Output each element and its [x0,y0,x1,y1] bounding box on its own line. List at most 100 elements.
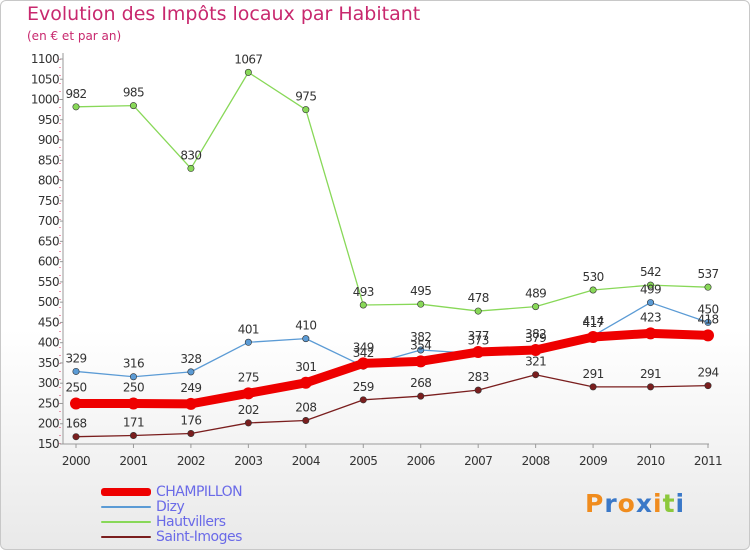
series-saint-imoges-data-label: 283 [468,370,489,384]
series-hautvillers-data-label: 1067 [234,52,262,66]
series-champillon-point [414,355,427,368]
series-saint-imoges-data-label: 176 [180,413,201,427]
series-dizy-point [187,368,195,376]
logo-letter: P [585,489,605,518]
x-tick-label: 2011 [694,454,722,468]
series-saint-imoges-point [187,429,195,437]
y-tick-label: 1100 [31,52,59,66]
series-champillon-point [184,397,197,410]
series-dizy-point [244,338,252,346]
series-champillon-data-label: 377 [468,329,489,343]
series-saint-imoges-data-label: 294 [697,366,718,380]
series-champillon-point [587,331,600,344]
series-saint-imoges-data-label: 208 [295,400,316,414]
y-tick-label: 700 [38,214,59,228]
chart-title: Evolution des Impôts locaux par Habitant [27,3,421,25]
legend-label: Hautvillers [156,514,226,530]
series-dizy-point [129,373,137,381]
x-tick-label: 2001 [119,454,147,468]
series-saint-imoges-point [129,431,137,439]
chart-subtitle: (en € et par an) [27,29,122,43]
series-dizy-data-label: 410 [295,319,316,333]
series-dizy-point [72,367,80,375]
series-hautvillers-line [75,71,709,312]
series-champillon-data-label: 249 [180,381,201,395]
y-tick-label: 500 [38,295,59,309]
legend-label: CHAMPILLON [156,484,243,500]
legend-swatch [101,488,151,496]
series-hautvillers-data-label: 982 [65,87,86,101]
axes: 150 200 250 300 350 400 450 500 550 600 650 700 750 8… [31,52,723,468]
series-saint-imoges-point [647,383,655,391]
series-champillon-data-label: 349 [353,340,374,354]
y-tick-label: 450 [38,315,59,329]
logo-letter: r [604,489,618,518]
y-tick-label: 300 [38,376,59,390]
series-dizy-point [417,346,425,354]
series-champillon-data-label: 423 [640,310,661,324]
x-tick-label: 2003 [234,454,262,468]
series-dizy-data-label: 401 [238,322,259,336]
series-dizy-data-label: 329 [65,351,86,365]
y-tick-label: 350 [38,356,59,370]
logo-letter: i [653,489,663,518]
series-dizy-data-label: 379 [525,331,546,345]
series-saint-imoges-point [244,419,252,427]
proxiti-logo: Proxiti [585,489,685,518]
x-tick-label: 2010 [636,454,664,468]
series-hautvillers-data-label: 495 [410,284,431,298]
series-saint-imoges-point [417,392,425,400]
series-saint-imoges-point [359,396,367,404]
series-hautvillers-data-label: 537 [697,267,718,281]
series-hautvillers-data-label: 975 [295,90,316,104]
series-saint-imoges-point [589,383,597,391]
series-hautvillers-point [647,281,655,289]
series-hautvillers-data-label: 489 [525,287,546,301]
series-saint-imoges-data-label: 259 [353,380,374,394]
series-saint-imoges-data-label: 171 [123,415,144,429]
series-labels: 982 985 830 1067 975 493 495 478 489 530 542 537 329… [65,52,719,430]
series-champillon-data-label: 354 [410,338,431,352]
series-champillon-data-label: 382 [525,327,546,341]
series-dizy-data-label: 342 [353,346,374,360]
series-dizy-point [647,299,655,307]
y-tick-label: 900 [38,133,59,147]
legend-swatch [101,506,151,508]
series-hautvillers-data-label: 493 [353,285,374,299]
series-champillon-point [242,387,255,400]
series-dizy-data-label: 373 [468,334,489,348]
x-tick-label: 2009 [579,454,607,468]
series-dizy-point [302,335,310,343]
y-tick-label: 550 [38,275,59,289]
logo-letter: o [617,489,636,518]
series-hautvillers-point [359,301,367,309]
series-saint-imoges-data-label: 321 [525,355,546,369]
y-tick-label: 250 [38,396,59,410]
series-hautvillers-point [244,68,252,76]
series-champillon-point [70,397,82,410]
legend-swatch [101,521,151,523]
series-saint-imoges-point [302,416,310,424]
series-champillon-point [299,376,312,389]
series-champillon-point [702,329,714,342]
series-champillon-point [472,346,485,359]
x-tick-label: 2000 [62,454,90,468]
y-tick-label: 650 [38,234,59,248]
y-tick-label: 400 [38,336,59,350]
series-saint-imoges-line [75,374,709,438]
series-hautvillers-data-label: 530 [583,270,604,284]
series-saint-imoges-data-label: 291 [583,367,604,381]
logo-letter: x [635,489,653,518]
legend-label: Saint-Imoges [156,529,242,545]
y-tick-label: 800 [38,174,59,188]
y-tick-label: 150 [38,437,59,451]
series-saint-imoges-data-label: 202 [238,403,259,417]
x-tick-label: 2008 [522,454,550,468]
series-hautvillers-point [417,300,425,308]
series-dizy-data-label: 499 [640,283,661,297]
series-dizy-point [704,318,712,326]
series-dizy-data-label: 328 [180,352,201,366]
y-tick-label: 600 [38,255,59,269]
legend-swatch [101,536,151,538]
